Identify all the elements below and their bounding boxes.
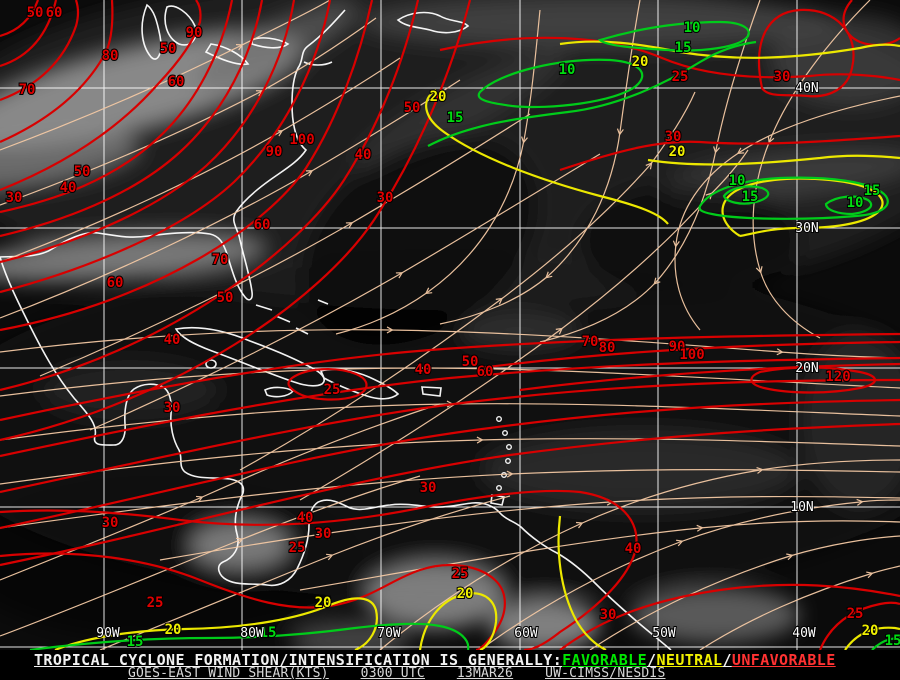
contour-label: 60 (477, 364, 494, 380)
latitude-label: 20N (795, 361, 818, 376)
contour-label: 50 (160, 41, 177, 57)
contour-label: 15 (742, 189, 759, 205)
caption-bar: TROPICAL CYCLONE FORMATION/INTENSIFICATI… (0, 650, 900, 680)
satellite-map: 50 60506080907090100405030405030607060504… (0, 0, 900, 650)
contour-label: 60 (254, 217, 271, 233)
legend-statement: TROPICAL CYCLONE FORMATION/INTENSIFICATI… (34, 651, 563, 669)
latitude-label: 30N (795, 221, 818, 236)
longitude-label: 80W (240, 626, 264, 641)
contour-label: 50 (462, 354, 479, 370)
contour-label: 15 (127, 634, 144, 650)
contour-label: 40 (625, 541, 642, 557)
contour-label: 40 (355, 147, 372, 163)
contour-label: 70 (212, 252, 229, 268)
contour-label: 50 (404, 100, 421, 116)
contour-label: 25 (672, 69, 689, 85)
shear-contours-red (0, 0, 900, 650)
coastline-northeast (303, 11, 470, 66)
contour-label: 80 (102, 48, 119, 64)
contour-label: 80 (599, 340, 616, 356)
contour-label: 30 (102, 515, 119, 531)
contour-label: 30 (774, 69, 791, 85)
contour-label: 30 (420, 480, 437, 496)
contour-label: 10 (847, 195, 864, 211)
legend-line: TROPICAL CYCLONE FORMATION/INTENSIFICATI… (34, 651, 836, 669)
contour-label: 15 (260, 625, 277, 641)
contour-label: 30 (665, 129, 682, 145)
contour-label: 25 (847, 606, 864, 622)
product-name: GOES-EAST WIND SHEAR(KTS) (128, 666, 329, 680)
contour-label: 20 (862, 623, 879, 639)
latitude-label: 10N (790, 500, 813, 515)
contour-label: 50 (217, 290, 234, 306)
contour-label: 100 (679, 347, 704, 363)
legend-favorable: FAVORABLE (562, 651, 648, 669)
contour-label: 20 (669, 144, 686, 160)
contour-label: 20 (430, 89, 447, 105)
credit: UW-CIMSS/NESDIS (545, 666, 666, 680)
contour-label: 90 (266, 144, 283, 160)
contour-label: 100 (289, 132, 314, 148)
contour-label: 40 (415, 362, 432, 378)
latitude-label: 40N (795, 81, 818, 96)
legend-separator: / (647, 651, 657, 669)
contour-label: 70 (582, 334, 599, 350)
legend-neutral: NEUTRAL (656, 651, 723, 669)
satellite-background (0, 0, 900, 650)
grid-label-layer: 40N 30N 20N 10N 90W 80W 70W 60W 50W 40W (95, 80, 819, 642)
neutral-contours-yellow (54, 40, 900, 650)
contour-label-layer: 50 60506080907090100405030405030607060504… (5, 4, 900, 650)
contour-label: 60 (107, 275, 124, 291)
longitude-label: 70W (377, 626, 401, 641)
lesser-antilles (496, 416, 513, 492)
contour-label: 60 (46, 5, 63, 21)
coastline-mainland (0, 9, 672, 650)
contour-label: 20 (632, 54, 649, 70)
longitude-label: 40W (792, 626, 816, 641)
contour-label: 30 (164, 400, 181, 416)
contour-label: 10 (684, 20, 701, 36)
contour-label: 10 (559, 62, 576, 78)
legend-separator: / (722, 651, 732, 669)
valid-time: 0300 UTC (360, 666, 425, 680)
contour-label: 25 (147, 595, 164, 611)
contour-label: 20 (457, 586, 474, 602)
favorable-contours-green (29, 20, 900, 650)
contour-label: 30 (315, 526, 332, 542)
contour-label: 25 (289, 540, 306, 556)
great-lakes (141, 3, 290, 66)
contour-label: 30 (600, 607, 617, 623)
contour-label: 25 (324, 382, 341, 398)
contour-label: 15 (885, 633, 900, 649)
contour-label: 70 (19, 82, 36, 98)
longitude-label: 50W (652, 626, 676, 641)
contour-label: 25 (452, 566, 469, 582)
contour-label: 10 (729, 173, 746, 189)
contour-label: 40 (297, 510, 314, 526)
contour-label: 20 (165, 622, 182, 638)
contour-label: 40 (164, 332, 181, 348)
contour-label: 90 (669, 339, 686, 355)
longitude-label: 90W (96, 626, 120, 641)
valid-date: 13MAR26 (456, 666, 514, 680)
coastlines (0, 3, 672, 650)
contour-label: 30 (377, 190, 394, 206)
contour-label: 40 (60, 180, 77, 196)
contour-label: 30 (6, 190, 23, 206)
contour-label: 50 (74, 164, 91, 180)
longitude-label: 60W (514, 626, 538, 641)
contour-label: 90 (186, 25, 203, 41)
legend-unfavorable: UNFAVORABLE (731, 651, 836, 669)
credit-line: GOES-EAST WIND SHEAR(KTS) 0300 UTC 13MAR26… (128, 666, 665, 680)
contour-label: 15 (447, 110, 464, 126)
contour-label: 60 (168, 74, 185, 90)
contour-label: 15 (675, 40, 692, 56)
contour-label: 15 (864, 183, 881, 199)
contour-label: 120 (825, 369, 850, 385)
contour-label: 20 (315, 595, 332, 611)
streamlines (0, 0, 900, 650)
contour-label: 50 (27, 5, 44, 21)
